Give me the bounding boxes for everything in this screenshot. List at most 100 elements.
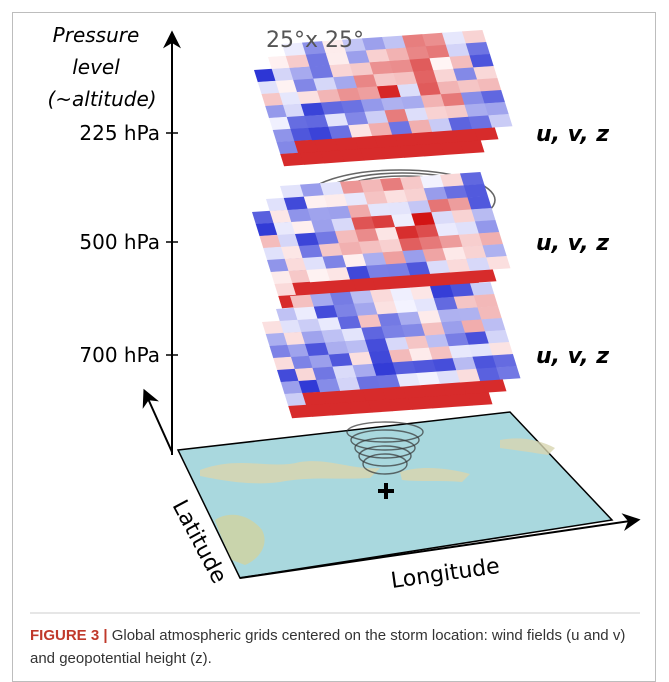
grid-cell (322, 39, 347, 54)
grid-cell (460, 91, 485, 106)
axis-title: level (72, 55, 120, 79)
grid-cell (342, 388, 367, 403)
grid-cell (480, 89, 505, 104)
grid-cell (416, 371, 441, 386)
grid-cell (336, 377, 361, 391)
grid-cell (380, 96, 405, 111)
grid-cell (305, 53, 330, 67)
grid-cell (292, 281, 317, 296)
grid-cell (438, 234, 463, 249)
grid-cell (348, 123, 373, 138)
grid-cell (437, 80, 462, 95)
grid-cell (377, 84, 402, 99)
grid-cell (448, 116, 473, 131)
grid-cell (345, 50, 370, 65)
grid-cell (485, 329, 510, 344)
grid-sheet (282, 29, 513, 141)
grid-cell (488, 113, 513, 128)
grid-cell (418, 236, 443, 250)
grid-cell (442, 246, 467, 261)
grid-cell (334, 136, 359, 151)
grid-cell (455, 221, 480, 236)
grid-cell (451, 209, 476, 224)
grid-cell (412, 273, 437, 287)
grid-cell (332, 365, 357, 379)
grid-cell (275, 79, 300, 94)
grid-cell (457, 79, 482, 94)
grid-cell (370, 288, 395, 303)
grid-cell (306, 268, 331, 283)
grid-size: 25°x 25° (266, 28, 364, 53)
caption: FIGURE 3 | Global atmospheric grids cent… (30, 624, 640, 670)
grid-cell (446, 258, 471, 273)
grid-cell (467, 195, 492, 210)
grid-cell (287, 343, 312, 358)
grid-cell (348, 400, 373, 415)
grid-cell (303, 195, 328, 209)
grid-cell (290, 294, 315, 309)
grid-cell (462, 380, 487, 395)
grid-cell (440, 173, 465, 188)
grid-cell (302, 256, 327, 271)
grid-cell (360, 98, 385, 113)
grid-cell (363, 190, 388, 205)
grid-cell (329, 63, 354, 78)
grid-cell (492, 353, 517, 368)
grid-cell (445, 332, 470, 347)
level-stack (262, 281, 521, 419)
grid-cell (404, 107, 429, 122)
grid-cell (322, 390, 347, 404)
grid-cell (402, 34, 427, 48)
grid-cell (284, 392, 309, 407)
grid-cell (371, 214, 396, 229)
vortex-ring (350, 429, 420, 451)
grid-cell (473, 65, 498, 80)
grid-cell (326, 267, 351, 281)
grid-cell (425, 44, 450, 59)
grid-cell (360, 178, 385, 193)
grid-cell (351, 216, 376, 231)
grid-cell (470, 281, 495, 296)
grid-cell (442, 31, 467, 46)
grid-cell (427, 198, 452, 213)
grid-cell (431, 210, 456, 225)
grid-cell (335, 229, 360, 244)
grid-cell (309, 65, 334, 79)
grid-cell (343, 192, 368, 207)
grid-cell (460, 171, 485, 186)
grid-cell (435, 222, 460, 237)
grid-cell (261, 92, 286, 107)
grid-cell (342, 38, 367, 53)
level-variables: u, v, z (536, 231, 609, 256)
grid-cell (430, 284, 455, 299)
grid-cell (397, 311, 422, 326)
grid-cell (352, 277, 377, 292)
grid-cell (441, 320, 466, 335)
grid-cell (368, 122, 393, 137)
grid-cell (252, 210, 277, 225)
grid-cell (277, 233, 302, 248)
grid-cell (368, 350, 393, 365)
grid-cell (325, 51, 350, 66)
axis-title: Pressure (53, 23, 140, 47)
grid-cell (281, 245, 306, 260)
grid-cell (394, 132, 419, 147)
grid-cell (374, 133, 399, 148)
grid-cell (472, 355, 497, 370)
grid-cell (425, 334, 450, 348)
grid-cell (328, 353, 353, 367)
grid-cell (321, 329, 346, 343)
level-label: 700 hPa (79, 343, 160, 367)
grid-cell (417, 82, 442, 96)
grid-cell (481, 317, 506, 332)
grid-cell (340, 99, 365, 114)
grid-cell (288, 404, 313, 419)
grid-cell (428, 346, 453, 360)
grid-cell (411, 212, 436, 226)
grid-cell (434, 129, 459, 144)
grid-cell (307, 207, 332, 221)
grid-cell (421, 322, 446, 336)
grid-cell (383, 189, 408, 204)
grid-cell (471, 207, 496, 222)
grid-cell (398, 237, 423, 252)
